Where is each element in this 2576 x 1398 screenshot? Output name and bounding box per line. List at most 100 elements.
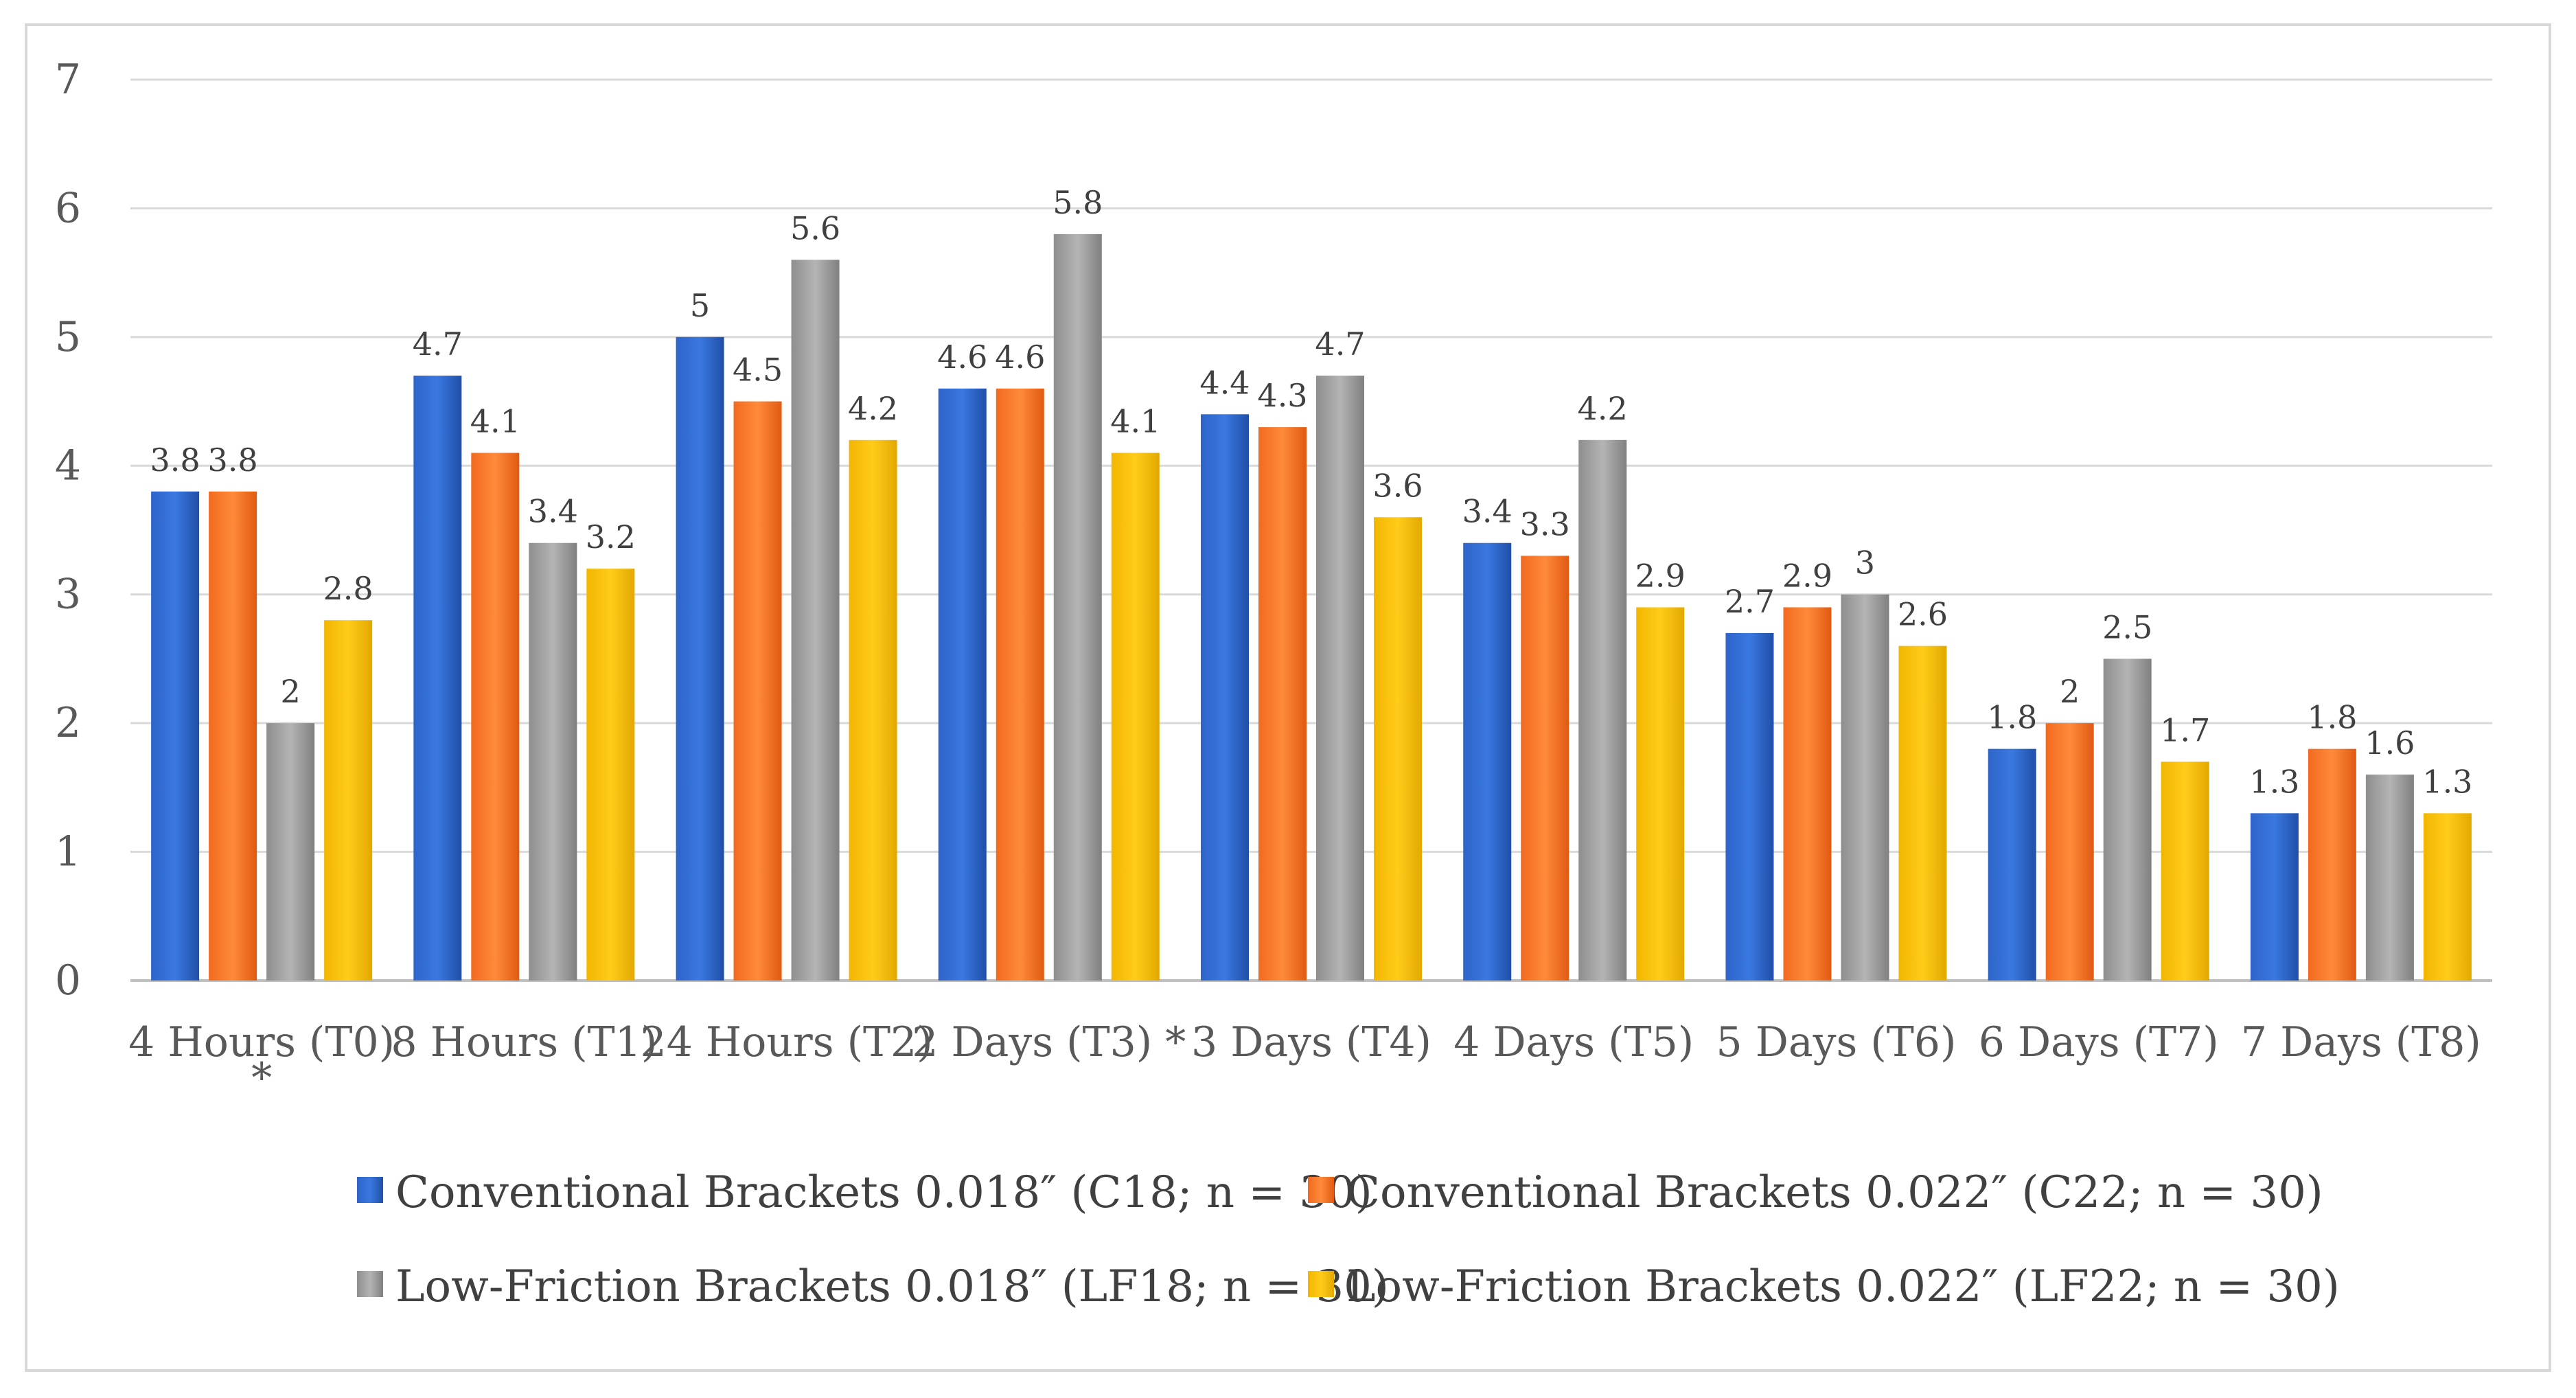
data-label: 4.2: [848, 390, 898, 427]
bar: [1463, 542, 1512, 981]
data-label: 4.4: [1199, 364, 1250, 401]
bar: [1725, 632, 1774, 981]
bar: [1521, 555, 1569, 981]
bar: [733, 401, 782, 981]
bar: [1258, 427, 1307, 981]
bar: [1783, 607, 1832, 981]
data-label: 2.6: [1898, 596, 1948, 633]
bar: [849, 439, 897, 981]
bar: [1841, 594, 1889, 981]
bar: [1636, 607, 1685, 981]
data-label: 4.3: [1257, 377, 1307, 414]
bar: [1053, 233, 1102, 981]
data-label: 3.8: [208, 442, 258, 479]
x-axis: 4 Hours (T0)* 8 Hours (T1)24 Hours (T2)2 …: [128, 1018, 2481, 1102]
data-label: 3.4: [1462, 493, 1513, 530]
bar: [1111, 452, 1160, 981]
bar: [938, 388, 987, 981]
data-label: 5: [690, 287, 710, 324]
bar: [1374, 517, 1422, 981]
data-label: 2: [280, 673, 300, 710]
data-label: 3.4: [528, 493, 578, 530]
data-label: 3.8: [150, 442, 200, 479]
x-tick-label: 8 Hours (T1): [391, 1018, 657, 1066]
legend-label: Low-Friction Brackets 0.018″ (LF18; n = …: [395, 1261, 1389, 1312]
data-label: 2.9: [1782, 557, 1832, 594]
bar: [529, 542, 577, 981]
y-tick-label: 6: [55, 184, 81, 232]
data-label: 4.7: [413, 325, 463, 363]
x-tick-label: 4 Hours (T0): [128, 1018, 395, 1066]
data-label: 1.3: [2249, 763, 2299, 800]
data-label: 2.8: [323, 570, 373, 607]
x-tick-label: 2 Days (T3) *: [912, 1018, 1186, 1066]
bar: [151, 491, 200, 981]
data-label: 4.1: [1110, 403, 1160, 440]
legend-label: Conventional Brackets 0.018″ (C18; n = 3…: [395, 1167, 1372, 1218]
x-tick-label: 3 Days (T4): [1191, 1018, 1431, 1066]
legend-swatch: [1308, 1177, 1334, 1203]
gridlines: [130, 78, 2492, 982]
legend-swatch: [357, 1271, 383, 1297]
data-label: 1.7: [2160, 711, 2210, 748]
bar: [471, 452, 520, 981]
data-label: 2.5: [2102, 608, 2152, 645]
y-tick-label: 4: [55, 442, 81, 490]
bar: [2423, 813, 2472, 981]
bar: [676, 336, 724, 981]
data-label: 3.2: [586, 518, 636, 555]
legend-swatch: [1308, 1271, 1334, 1297]
data-label: 3.3: [1520, 505, 1570, 542]
bar: [1898, 645, 1947, 981]
x-tick-label: 6 Days (T7): [1979, 1018, 2219, 1066]
bar: [2045, 723, 2094, 981]
legend-label: Low-Friction Brackets 0.022″ (LF22; n = …: [1346, 1261, 2340, 1312]
bar: [1316, 376, 1364, 981]
bar: [791, 260, 840, 981]
x-tick-label: 24 Hours (T2): [641, 1018, 933, 1066]
bar: [324, 620, 373, 981]
bar: [1578, 439, 1627, 981]
data-label: 5.8: [1053, 184, 1103, 221]
data-labels: 3.8 3.822.84.74.13.43.254.55.64.24.6 4.65.…: [150, 184, 2473, 800]
bar: [2161, 761, 2209, 981]
bar: [586, 569, 635, 981]
bar: [2103, 658, 2152, 981]
bar: [1201, 414, 1249, 981]
y-tick-label: 5: [55, 313, 81, 361]
data-label: 4.6: [937, 339, 987, 376]
data-label: 3.6: [1372, 467, 1423, 504]
legend-label: Conventional Brackets 0.022″ (C22; n = 3…: [1346, 1167, 2323, 1218]
data-label: 4.7: [1315, 325, 1365, 363]
data-label: 1.3: [2422, 763, 2472, 800]
bar: [266, 723, 315, 981]
legend: Conventional Brackets 0.018″ (C18; n = 3…: [357, 1167, 2340, 1312]
bar: [413, 376, 462, 981]
y-tick-label: 1: [55, 828, 81, 876]
bars: [151, 233, 2472, 981]
bar: [2250, 813, 2299, 981]
y-tick-label: 0: [55, 956, 81, 1005]
data-label: 1.8: [1987, 699, 2037, 736]
y-tick-label: 7: [55, 56, 81, 104]
legend-swatch: [357, 1177, 383, 1203]
data-label: 1.8: [2307, 699, 2357, 736]
bar: [209, 491, 257, 981]
x-tick-label: *: [251, 1054, 272, 1102]
data-label: 4.6: [995, 339, 1045, 376]
bar: [1988, 748, 2036, 981]
x-tick-label: 4 Days (T5): [1453, 1018, 1694, 1066]
data-label: 1.6: [2365, 724, 2415, 761]
y-tick-label: 3: [55, 571, 81, 619]
data-label: 4.2: [1578, 390, 1628, 427]
bar: [2365, 775, 2414, 981]
x-tick-label: 7 Days (T8): [2241, 1018, 2481, 1066]
data-label: 5.6: [790, 209, 840, 247]
bar: [996, 388, 1044, 981]
data-label: 4.1: [470, 403, 520, 440]
y-axis: 0 1 2 3 4 5 6 7: [55, 56, 81, 1005]
data-label: 3: [1855, 545, 1875, 582]
x-tick-label: 5 Days (T6): [1716, 1018, 1956, 1066]
data-label: 2: [2060, 673, 2080, 710]
